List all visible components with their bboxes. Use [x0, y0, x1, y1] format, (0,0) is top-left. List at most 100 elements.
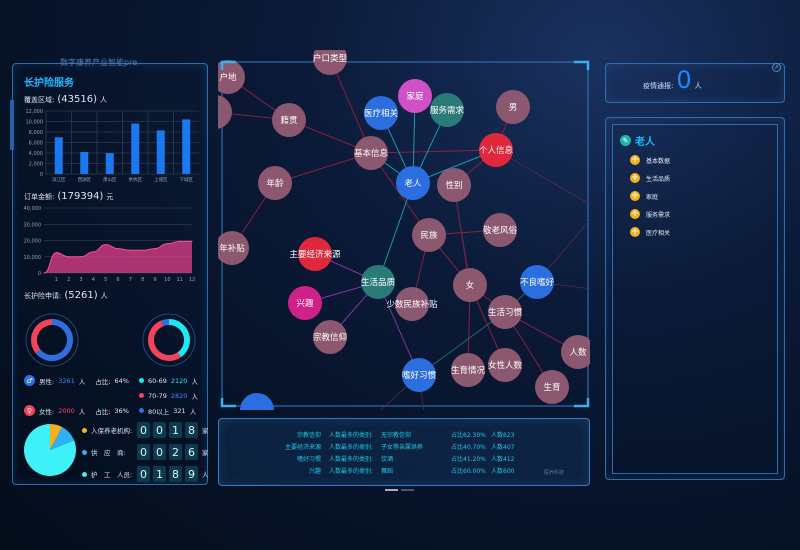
- graph-node[interactable]: 少数民族补贴: [386, 287, 438, 321]
- graph-node[interactable]: 老人: [396, 166, 430, 200]
- left-accent-bar: [10, 100, 14, 150]
- node-circle: [313, 50, 347, 75]
- node-label: 兴趣: [296, 298, 314, 309]
- page-indicator[interactable]: [401, 489, 414, 491]
- graph-node[interactable]: 基本信息: [354, 136, 389, 170]
- graph-node[interactable]: 性别: [437, 168, 471, 202]
- applications-label: 长护险申请:: [24, 292, 62, 300]
- node-circle: [412, 218, 446, 252]
- graph-edge: [418, 311, 506, 376]
- graph-node[interactable]: 不良嗜好: [520, 265, 555, 299]
- expand-plus-icon[interactable]: +: [630, 226, 640, 237]
- graph-node[interactable]: 家庭: [398, 79, 432, 113]
- row-label: 人数最多的类别:: [329, 455, 374, 463]
- counter-digit: 2: [169, 444, 182, 460]
- graph-node[interactable]: 个人信息: [479, 133, 514, 167]
- pie-slice: [50, 427, 75, 450]
- graph-node[interactable]: [240, 393, 274, 410]
- graph-node[interactable]: 户地: [218, 60, 245, 94]
- node-label: 宗教信仰: [313, 332, 347, 343]
- counter-row: 供 应 商: 0 0 2 6 家: [82, 441, 209, 463]
- tree-item[interactable]: + 服务需求: [630, 205, 670, 223]
- tree-item[interactable]: + 生活品质: [630, 169, 670, 187]
- male-ratio-label: 占比:: [95, 377, 111, 386]
- x-tick-label: 12: [189, 277, 195, 283]
- counter-label: 护 工 人员:: [91, 471, 133, 479]
- donut-segment: [148, 320, 182, 361]
- tree-item[interactable]: + 医疗相关: [630, 223, 670, 241]
- x-tick-label: 11: [176, 277, 182, 283]
- counter-unit: 家: [202, 449, 209, 457]
- counter-label: 供 应 商:: [91, 449, 126, 457]
- node-label: 医疗相关: [364, 108, 399, 119]
- male-label: 男性:: [39, 377, 55, 386]
- y-tick-label: 10,000: [26, 120, 44, 126]
- tree-item[interactable]: + 基本数据: [630, 151, 670, 169]
- row-value: 舞蹈: [381, 467, 394, 475]
- x-tick-label: 2: [67, 277, 70, 283]
- graph-node[interactable]: 人数: [561, 335, 590, 369]
- graph-node[interactable]: 生活品质: [361, 265, 396, 299]
- link-icon[interactable]: ⇗: [772, 63, 781, 72]
- row-ratio: 占比41.20%: [451, 455, 486, 463]
- bar: [182, 119, 191, 174]
- tree-item[interactable]: + 家庭: [630, 187, 670, 205]
- node-label: 女性人数: [488, 360, 523, 371]
- expand-plus-icon[interactable]: +: [630, 172, 640, 183]
- graph-node[interactable]: 户口类型: [313, 50, 348, 75]
- graph-node[interactable]: 服务需求: [430, 93, 465, 127]
- x-tick-label: 7: [129, 277, 132, 283]
- legend-female: ♀ 女性: 2000 人 占比: 36%: [24, 403, 129, 418]
- graph-node[interactable]: 嗜好习惯: [402, 358, 437, 392]
- frame-corner: [220, 398, 236, 408]
- data-point: [166, 243, 168, 245]
- graph-node[interactable]: 生活习惯: [488, 295, 523, 329]
- tree-root[interactable]: ✎ 老人: [620, 133, 655, 148]
- page-indicator-active[interactable]: [385, 489, 398, 491]
- graph-node[interactable]: [218, 95, 232, 129]
- graph-node[interactable]: 女性人数: [488, 348, 523, 382]
- graph-node[interactable]: 敬老风俗: [483, 213, 518, 247]
- graph-node[interactable]: 生育情况: [451, 353, 486, 387]
- y-tick-label: 2,000: [29, 162, 43, 168]
- data-point: [154, 248, 156, 250]
- node-circle: [453, 268, 487, 302]
- orders-stat: 订单金额: (179394) 元: [24, 191, 113, 202]
- age-unit: 人: [191, 377, 198, 386]
- x-tick-label: 滨江区: [52, 176, 66, 183]
- expand-plus-icon[interactable]: +: [630, 154, 640, 165]
- counter-digit: 0: [153, 422, 166, 438]
- node-label: 户口类型: [313, 53, 348, 64]
- graph-node[interactable]: 年龄: [258, 166, 292, 200]
- row-value: 子女等亲属供养: [381, 443, 424, 451]
- graph-node[interactable]: 主要经济来源: [289, 237, 341, 271]
- expand-plus-icon[interactable]: +: [630, 208, 640, 219]
- age-count: 2120: [170, 376, 188, 385]
- graph-node[interactable]: 民族: [412, 218, 446, 252]
- tree-item-label: 基本数据: [646, 157, 671, 165]
- graph-node[interactable]: 兴趣: [288, 286, 322, 320]
- donut-segment: [35, 319, 73, 361]
- graph-node[interactable]: 年补贴: [218, 231, 249, 265]
- graph-node[interactable]: 宗教信仰: [313, 320, 347, 354]
- row-value: 饮酒: [381, 455, 394, 463]
- tree-items: + 基本数据 + 生活品质 + 家庭 + 服务需求 + 医疗相关: [630, 151, 670, 241]
- node-circle: [272, 103, 306, 137]
- graph-node[interactable]: 生育: [535, 370, 569, 404]
- counter-digit: 8: [169, 466, 182, 482]
- orders-value: (179394): [57, 191, 104, 202]
- orders-label: 订单金额:: [24, 193, 55, 201]
- expand-plus-icon[interactable]: +: [630, 190, 640, 201]
- frame-corner: [220, 60, 236, 70]
- node-label: 老人: [404, 178, 422, 189]
- node-label: 不良嗜好: [520, 277, 555, 288]
- orders-unit: 元: [106, 193, 114, 201]
- graph-node[interactable]: 女: [453, 268, 487, 302]
- graph-node[interactable]: 医疗相关: [364, 96, 399, 130]
- age-label: 60-69: [148, 376, 167, 385]
- graph-node[interactable]: 男: [496, 90, 530, 124]
- graph-node[interactable]: 籍贯: [272, 103, 306, 137]
- legend-age-60-69: 60-69 2120 人: [139, 373, 198, 388]
